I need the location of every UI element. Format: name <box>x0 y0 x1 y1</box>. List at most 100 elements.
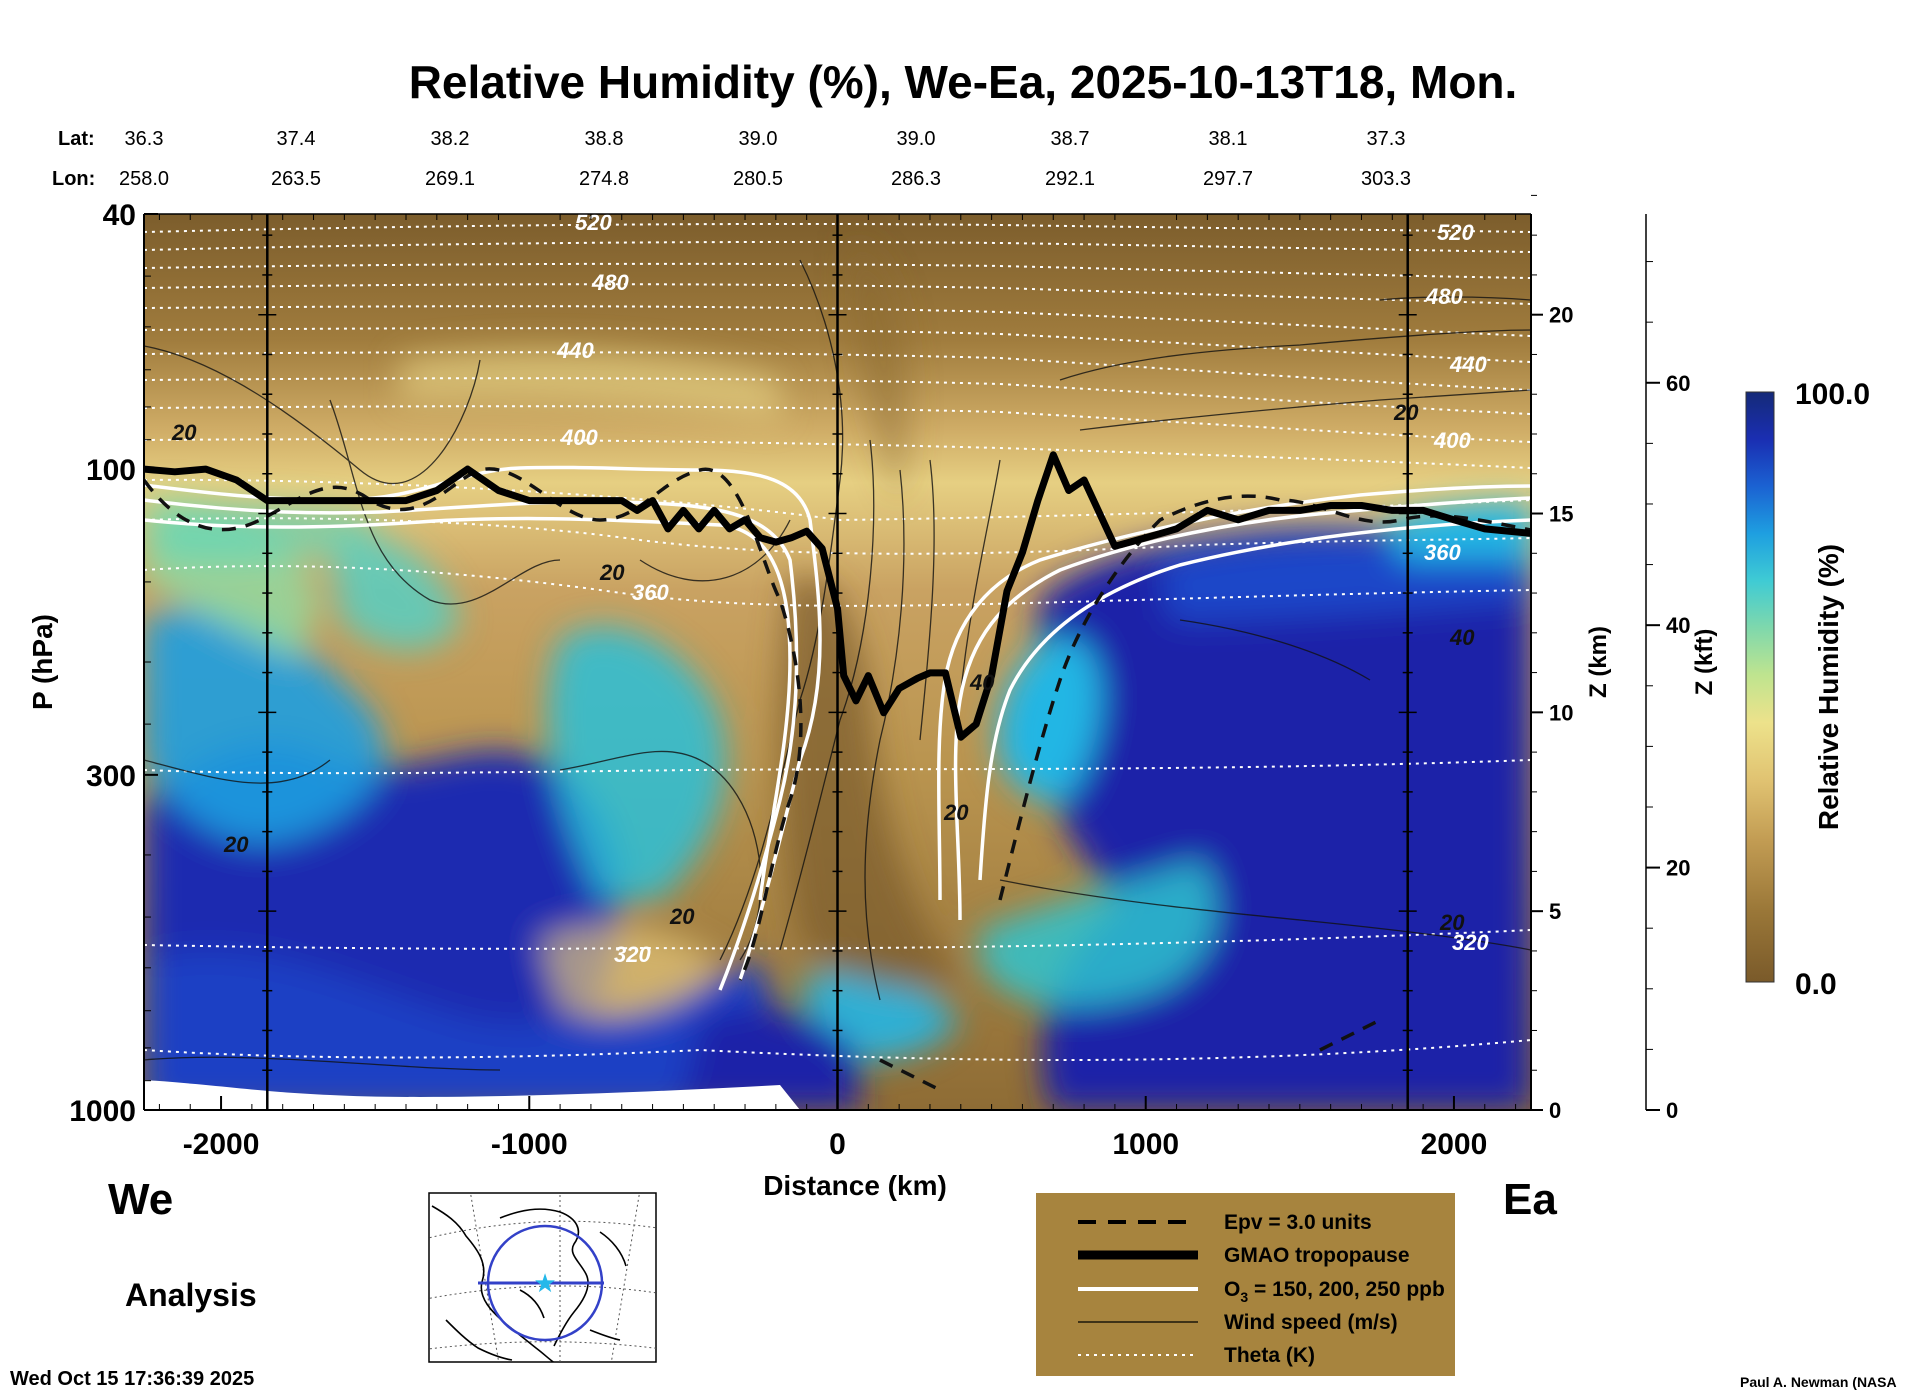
lon-value: 274.8 <box>579 168 629 190</box>
inset-map-frame <box>428 1192 657 1363</box>
wind-label: 20 <box>669 904 695 929</box>
z-kft-tick-label: 0 <box>1666 1098 1678 1123</box>
lon-value: 280.5 <box>733 168 783 190</box>
lat-value: 38.8 <box>585 128 624 150</box>
z-km-tick-label: 0 <box>1549 1098 1561 1123</box>
z-km-axis-title: Z (km) <box>1585 626 1612 698</box>
vertical-reference-lines <box>258 214 1417 1110</box>
theta-label: 480 <box>591 270 629 295</box>
p-tick-label: 100 <box>86 454 136 487</box>
west-end-label: We <box>108 1175 173 1224</box>
wind-speed-contours <box>144 259 1531 1071</box>
theta-label: 440 <box>1449 352 1487 377</box>
theta-isentropes <box>144 222 1531 1061</box>
wind-label: 20 <box>171 420 197 445</box>
wind-label: 20 <box>943 800 969 825</box>
legend-label-wind: Wind speed (m/s) <box>1224 1311 1398 1334</box>
theta-label: 360 <box>1424 540 1461 565</box>
lat-value: 37.4 <box>277 128 316 150</box>
theta-label: 320 <box>614 942 651 967</box>
lon-value: 269.1 <box>425 168 475 190</box>
wind-label: 20 <box>599 560 625 585</box>
east-end-label: Ea <box>1503 1175 1557 1224</box>
z-kft-tick-label: 60 <box>1666 371 1690 396</box>
inset-map: ★ <box>428 1192 657 1363</box>
legend-ozone-main: O <box>1224 1278 1240 1301</box>
lon-value: 263.5 <box>271 168 321 190</box>
gmao-tropopause-line <box>144 451 1531 741</box>
lat-value: 37.3 <box>1367 128 1406 150</box>
lat-value: 38.7 <box>1051 128 1090 150</box>
colorbar-title: Relative Humidity (%) <box>1813 544 1844 830</box>
x-tick-label: 2000 <box>1421 1128 1488 1161</box>
lat-values: 36.3 37.4 38.2 38.8 39.0 39.0 38.7 38.1 37.3 <box>125 128 1406 150</box>
p-tick-label: 40 <box>103 199 136 232</box>
x-tick-label: 0 <box>829 1128 846 1161</box>
theta-label: 320 <box>1452 930 1489 955</box>
colorbar: 100.0 0.0 Relative Humidity (%) <box>1745 378 1870 1001</box>
z-km-tick-label: 5 <box>1549 899 1561 924</box>
theta-label: 520 <box>575 210 612 235</box>
legend-label-epv: Epv = 3.0 units <box>1224 1211 1372 1234</box>
legend-ozone-rest: = 150, 200, 250 ppb <box>1248 1278 1445 1301</box>
wind-label: 40 <box>1449 625 1475 650</box>
z-kft-axis-title: Z (kft) <box>1691 629 1718 696</box>
x-tick-label: -1000 <box>491 1128 568 1161</box>
z-kft-axis-ticks: 0 20 40 60 <box>1646 261 1690 1123</box>
lat-value: 39.0 <box>739 128 778 150</box>
legend-label-theta: Theta (K) <box>1224 1344 1315 1367</box>
wind-label: 20 <box>223 832 249 857</box>
credit: Paul A. Newman (NASA <box>1740 1374 1897 1390</box>
lon-row-label: Lon: <box>52 168 95 190</box>
p-tick-label: 300 <box>86 760 136 793</box>
lat-row-label: Lat: <box>58 128 95 150</box>
analysis-label: Analysis <box>125 1277 257 1313</box>
legend-box <box>1036 1193 1455 1376</box>
wind-label: 20 <box>1439 910 1465 935</box>
p-tick-label: 1000 <box>69 1095 136 1128</box>
legend-label-tropopause: GMAO tropopause <box>1224 1244 1410 1267</box>
x-tick-label: 1000 <box>1112 1128 1179 1161</box>
plot-area: 520 480 440 400 360 320 520 480 440 400 … <box>144 210 1531 1110</box>
z-kft-tick-label: 40 <box>1666 613 1690 638</box>
legend: Epv = 3.0 units GMAO tropopause O3 = 150… <box>1036 1193 1455 1376</box>
x-axis-ticks: -2000 -1000 0 1000 2000 <box>158 214 1517 1161</box>
lon-value: 286.3 <box>891 168 941 190</box>
theta-label: 400 <box>1433 428 1471 453</box>
colorbar-ramp <box>1745 391 1775 983</box>
lon-value: 303.3 <box>1361 168 1411 190</box>
lon-value: 258.0 <box>119 168 169 190</box>
inset-coastline <box>431 1205 627 1362</box>
theta-label: 400 <box>560 425 598 450</box>
chart-title: Relative Humidity (%), We-Ea, 2025-10-13… <box>409 56 1518 108</box>
lon-value: 297.7 <box>1203 168 1253 190</box>
theta-label: 360 <box>632 580 669 605</box>
pressure-axis-ticks: 40 100 300 1000 <box>69 199 158 1128</box>
x-tick-label: -2000 <box>183 1128 260 1161</box>
z-km-tick-label: 10 <box>1549 700 1573 725</box>
ground-mask <box>144 1080 800 1110</box>
colorbar-max-label: 100.0 <box>1795 378 1870 411</box>
z-km-tick-label: 15 <box>1549 502 1573 527</box>
lat-value: 38.2 <box>431 128 470 150</box>
lon-value: 292.1 <box>1045 168 1095 190</box>
y-axis-title: P (hPa) <box>27 614 58 710</box>
contour-labels: 520 480 440 400 360 320 520 480 440 400 … <box>171 210 1489 967</box>
x-axis-title: Distance (km) <box>763 1170 947 1201</box>
legend-ozone-sub: 3 <box>1240 1289 1248 1305</box>
theta-label: 520 <box>1437 220 1474 245</box>
colorbar-min-label: 0.0 <box>1795 968 1837 1001</box>
wind-label: 40 <box>969 670 995 695</box>
lat-value: 39.0 <box>897 128 936 150</box>
lat-value: 36.3 <box>125 128 164 150</box>
z-kft-tick-label: 20 <box>1666 856 1690 881</box>
theta-label: 440 <box>556 338 594 363</box>
inset-center-star: ★ <box>533 1268 556 1298</box>
lon-values: 258.0 263.5 269.1 274.8 280.5 286.3 292.1 297.7… <box>119 168 1411 190</box>
wind-label: 20 <box>1393 400 1419 425</box>
lat-lon-labels: Lat: Lon: 36.3 37.4 38.2 38.8 39.0 39.0 38.7 38… <box>52 128 1411 190</box>
z-km-axis-ticks: 0 5 10 15 20 <box>1531 194 1573 1123</box>
z-km-tick-label: 20 <box>1549 303 1573 328</box>
lat-value: 38.1 <box>1209 128 1248 150</box>
